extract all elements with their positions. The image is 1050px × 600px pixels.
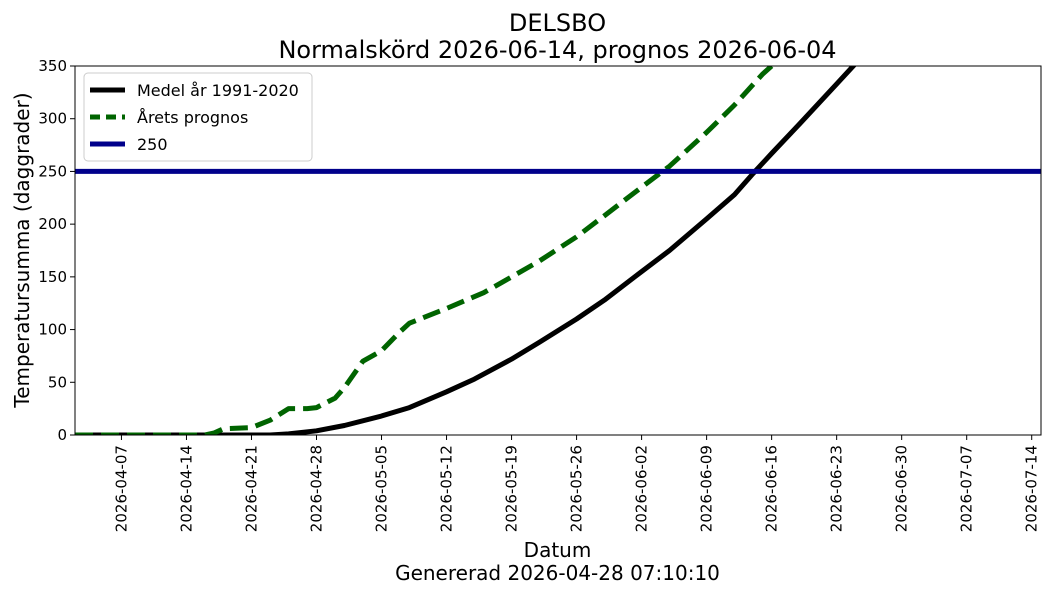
legend-label-2: Årets prognos [137,108,248,127]
x-tick-label: 2026-05-19 [503,445,521,532]
legend-label-1: Medel år 1991-2020 [137,81,299,100]
generated-timestamp: Genererad 2026-04-28 07:10:10 [395,561,720,585]
x-tick-label: 2026-06-02 [633,445,651,532]
x-tick-label: 2026-06-30 [893,445,911,532]
y-tick-label: 0 [57,426,67,444]
y-tick-label: 350 [38,57,67,75]
legend-label-3: 250 [137,135,168,154]
x-tick-label: 2026-06-09 [698,445,716,532]
plot-frame [74,65,1042,436]
x-tick-label: 2026-06-16 [763,445,781,532]
y-tick-label: 50 [48,373,67,391]
series-lines [75,66,1041,435]
series-line-2 [75,66,774,435]
legend-box [83,72,313,162]
legend: Medel år 1991-2020 Årets prognos 250 [83,72,313,162]
x-tick-label: 2026-04-21 [242,445,260,532]
x-tick-label: 2026-05-05 [373,445,391,532]
x-tick-label: 2026-07-14 [1023,445,1041,532]
x-tick-label: 2026-05-12 [438,445,456,532]
y-axis: 0 50 100 150 200 250 300 350 [38,57,75,444]
x-tick-label: 2026-04-14 [177,445,195,532]
y-tick-label: 100 [38,321,67,339]
x-tick-label: 2026-05-26 [568,445,586,532]
x-tick-label: 2026-06-23 [828,445,846,532]
y-tick-label: 250 [38,162,67,180]
chart-title: DELSBO [508,9,607,37]
series-line-1 [75,66,857,435]
x-axis: 2026-04-07 2026-04-14 2026-04-21 2026-04-28… [112,435,1041,532]
x-tick-label: 2026-04-28 [308,445,326,532]
x-tick-label: 2026-07-07 [958,445,976,532]
y-tick-label: 300 [38,110,67,128]
y-tick-label: 200 [38,215,67,233]
y-axis-label: Temperatursumma (daggrader) [10,92,34,408]
x-axis-label: Datum [523,538,592,562]
y-tick-label: 150 [38,268,67,286]
x-tick-label: 2026-04-07 [112,445,130,532]
chart-subtitle: Normalskörd 2026-06-14, prognos 2026-06-… [278,36,837,64]
